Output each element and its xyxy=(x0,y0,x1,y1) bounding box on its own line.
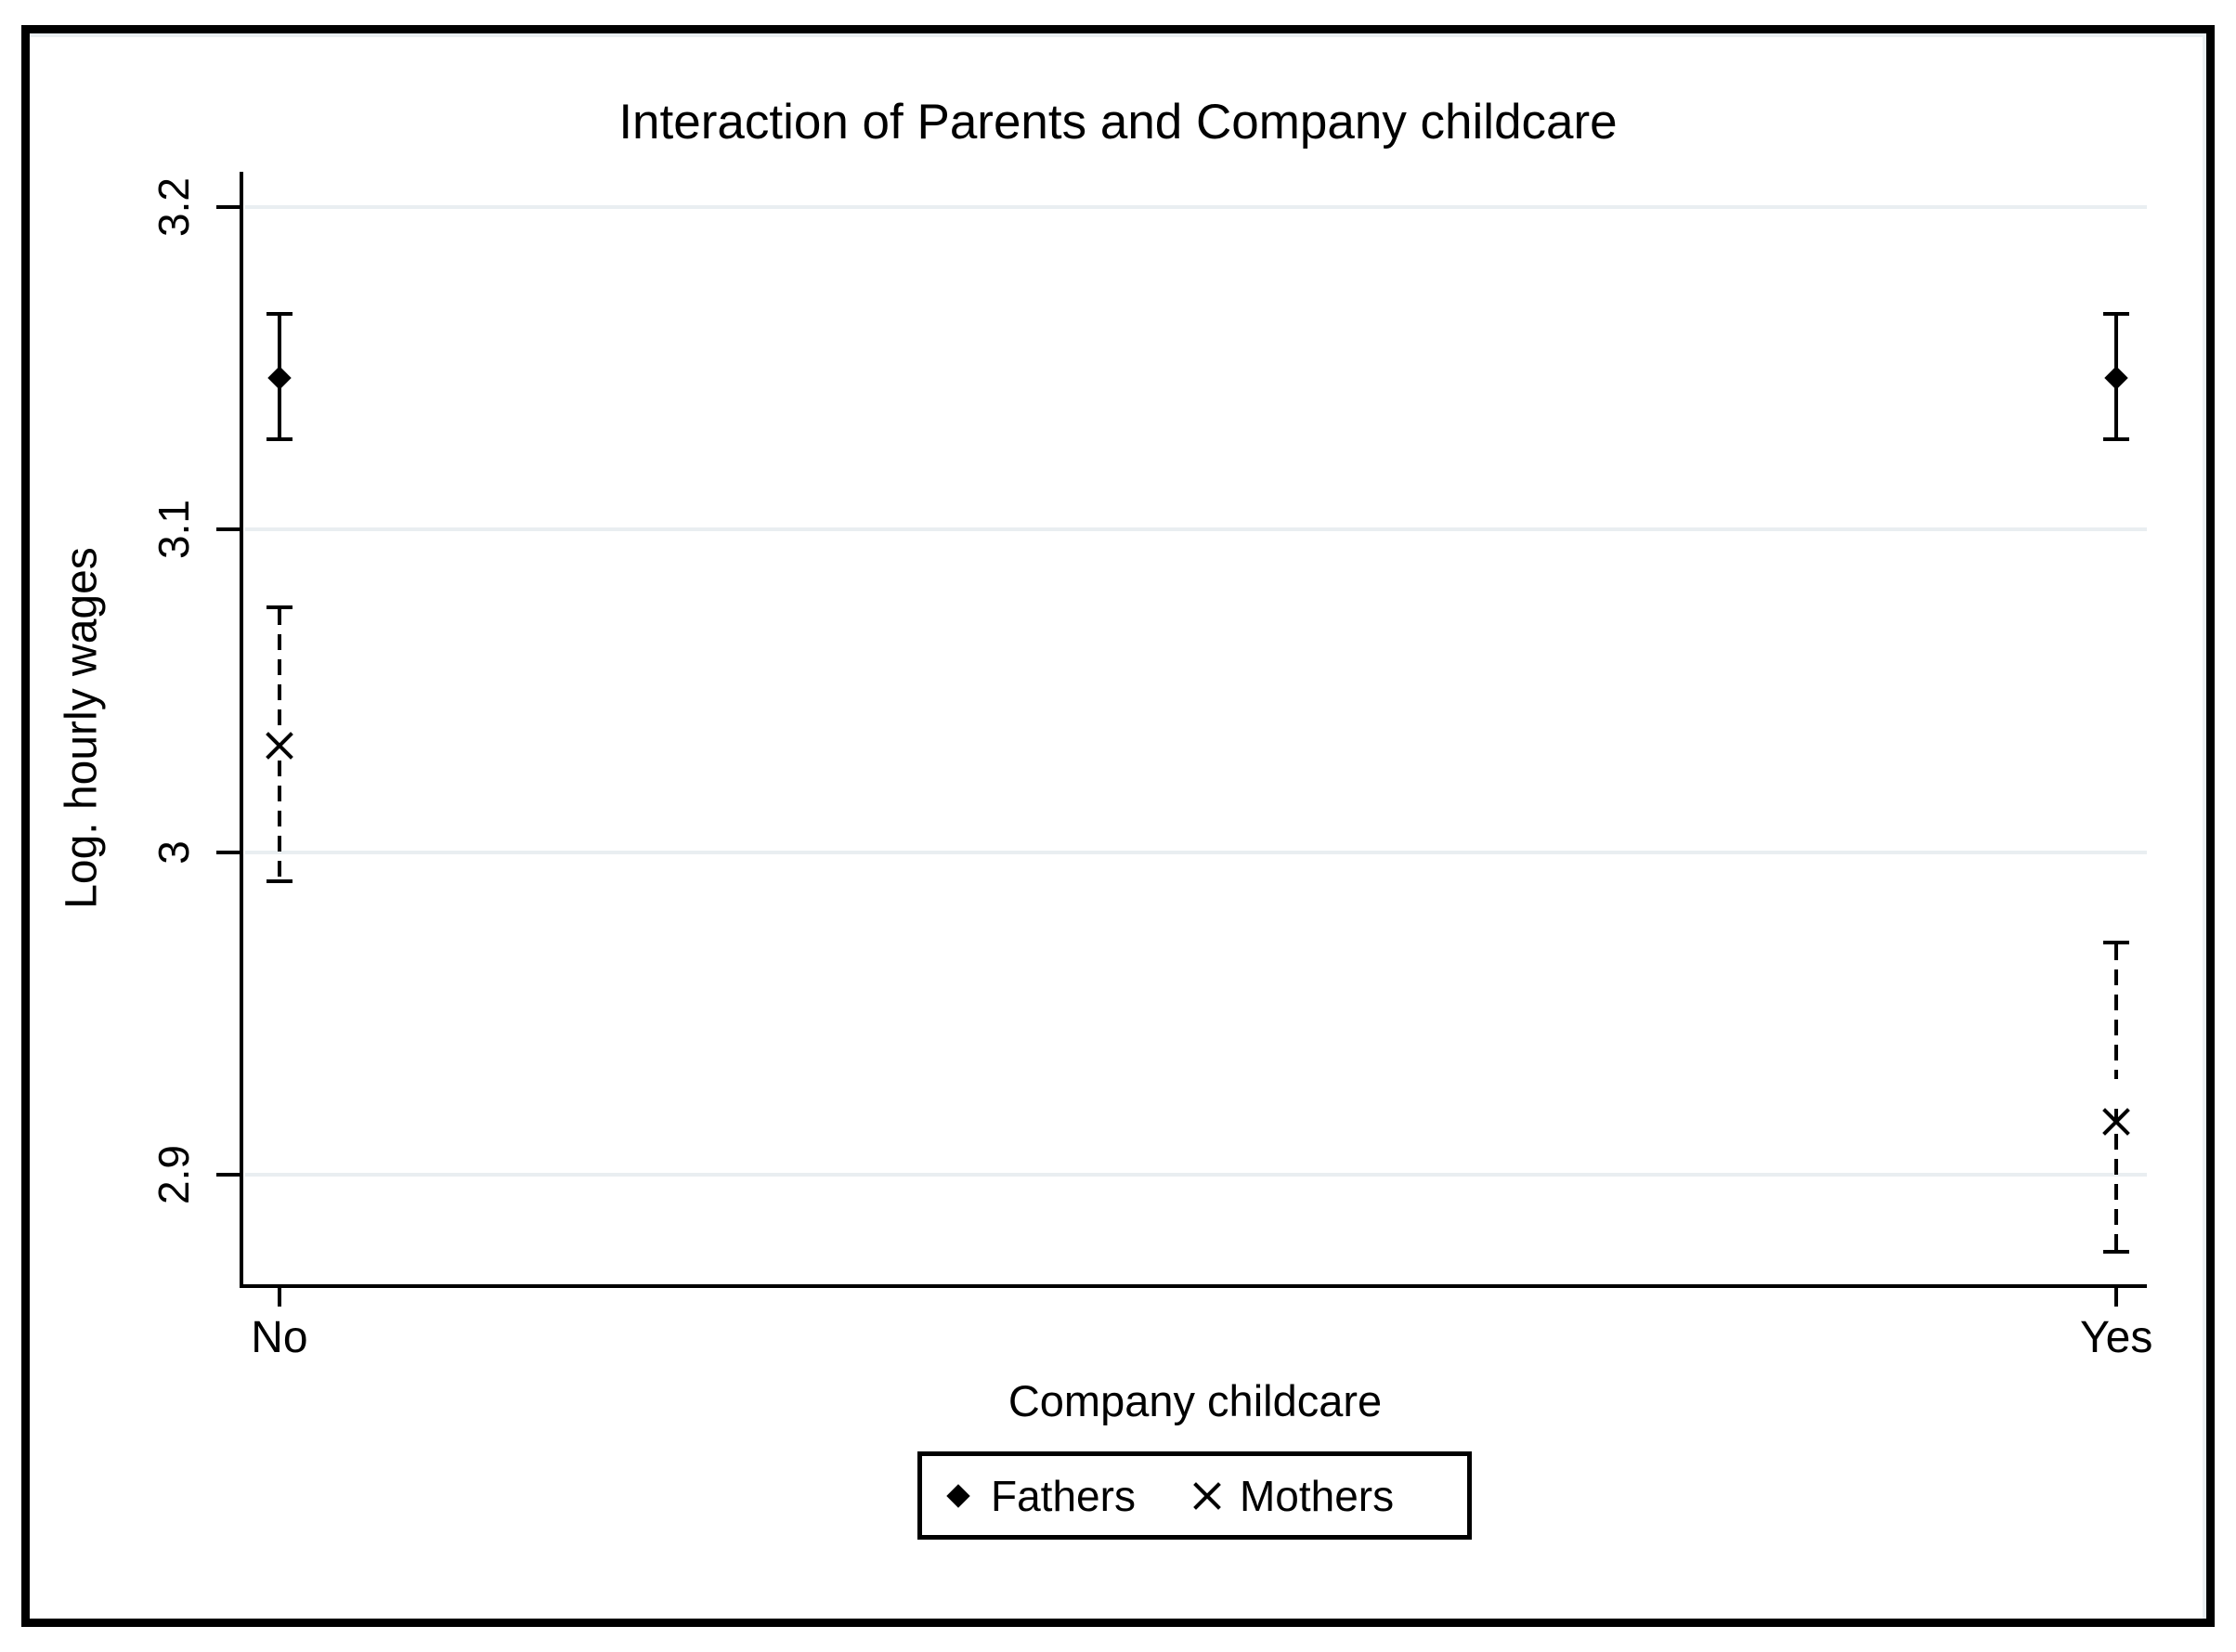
legend-label-mothers: Mothers xyxy=(1239,1471,1395,1520)
legend: Fathers Mothers xyxy=(917,1451,1472,1540)
y-tick-mark xyxy=(216,850,240,854)
ci-cap-bottom xyxy=(2103,437,2130,442)
ci-line-lower xyxy=(2114,1109,2119,1251)
graph-frame xyxy=(21,25,2215,1627)
gridline xyxy=(245,527,2147,532)
ci-line-lower xyxy=(277,761,281,879)
gridline xyxy=(245,850,2147,854)
data-point-fathers xyxy=(266,364,293,392)
y-axis-line xyxy=(240,172,243,1288)
data-point-mothers xyxy=(2102,1108,2130,1136)
diamond-icon xyxy=(267,366,292,390)
ci-cap-bottom xyxy=(2103,1250,2130,1255)
ci-cap-top xyxy=(2103,940,2130,944)
y-tick-mark xyxy=(216,205,240,210)
data-point-fathers xyxy=(2102,364,2130,392)
x-tick-label: No xyxy=(251,1313,308,1362)
y-tick-label: 3.2 xyxy=(150,177,198,238)
ci-cap-bottom xyxy=(266,878,292,883)
chart-title: Interaction of Parents and Company child… xyxy=(618,95,1618,150)
y-axis-title: Log. hourly wages xyxy=(57,547,107,909)
y-tick-label: 3.1 xyxy=(150,500,198,560)
y-tick-mark xyxy=(216,1172,240,1177)
y-tick-mark xyxy=(216,527,240,532)
x-axis-title: Company childcare xyxy=(1008,1376,1383,1425)
ci-line-upper xyxy=(277,608,281,732)
gridline xyxy=(245,1172,2147,1177)
x-axis-line xyxy=(240,1284,2147,1288)
x-tick-mark xyxy=(2114,1284,2119,1307)
diamond-icon xyxy=(2104,366,2128,390)
x-icon xyxy=(1193,1482,1221,1510)
legend-marker-fathers xyxy=(944,1482,972,1510)
y-tick-label: 3 xyxy=(150,839,198,865)
ci-cap-top xyxy=(266,605,292,609)
x-tick-mark xyxy=(277,1284,281,1307)
ci-line-upper xyxy=(2114,943,2119,1080)
ci-cap-bottom xyxy=(266,437,292,442)
y-tick-label: 2.9 xyxy=(150,1144,198,1204)
diamond-icon xyxy=(946,1483,970,1508)
plot-area: Log. hourly wages Company childcare 3.2 3… xyxy=(58,172,2152,1425)
legend-label-fathers: Fathers xyxy=(991,1471,1136,1520)
data-point-mothers xyxy=(266,732,293,760)
x-tick-label: Yes xyxy=(2080,1313,2153,1362)
gridline xyxy=(245,205,2147,210)
